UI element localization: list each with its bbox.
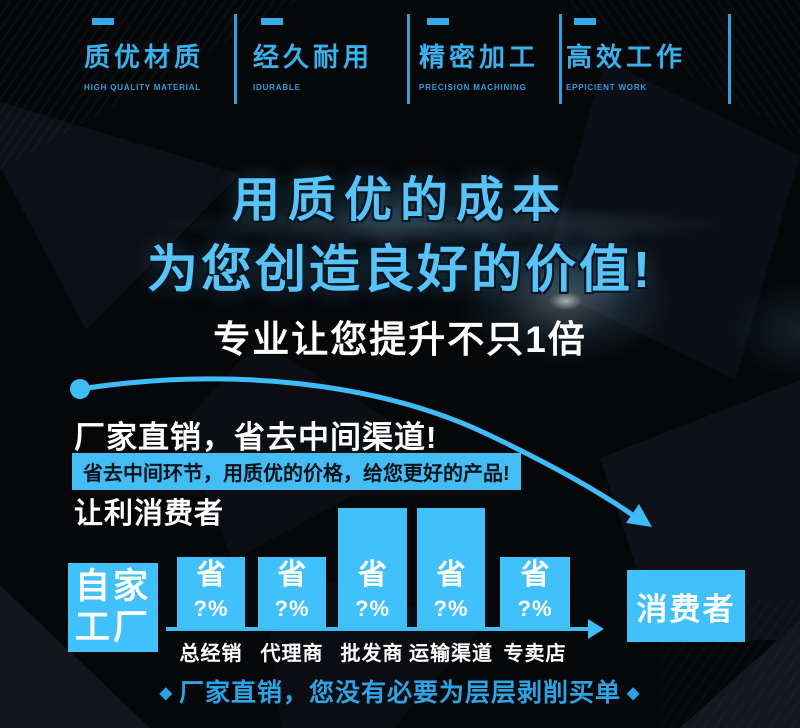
badge-title: 精密加工: [419, 42, 540, 72]
dash-icon: [92, 18, 114, 25]
factory-label-line2: 工厂: [74, 607, 151, 647]
diamond-icon: ◆: [627, 685, 641, 702]
dash-icon: [427, 18, 449, 25]
badge-subtitle: IDURABLE: [253, 83, 301, 92]
savings-bar: 省 ?%: [177, 557, 245, 628]
diamond-icon: ◆: [159, 685, 173, 702]
dash-icon: [574, 18, 596, 25]
savings-bar: 省 ?%: [258, 557, 326, 628]
feature-badge-durable: 经久耐用 IDURABLE: [253, 18, 373, 92]
bar-label: 批发商: [340, 643, 404, 665]
consumer-box: 消费者: [627, 570, 745, 642]
save-percent: ?%: [433, 596, 469, 621]
save-percent: ?%: [193, 596, 229, 621]
save-percent: ?%: [274, 596, 310, 621]
save-char: 省: [196, 559, 226, 591]
badge-title: 高效工作: [566, 42, 687, 72]
save-char: 省: [277, 559, 307, 591]
savings-bar: 省 ?%: [338, 508, 407, 628]
hero-title-line1: 用质优的成本: [231, 174, 568, 227]
factory-box: 自家 工厂: [68, 563, 158, 652]
feature-badge-precision: 精密加工 PRECISION MACHINING: [419, 18, 539, 92]
hero-subtitle: 专业让您提升不只1倍: [213, 319, 587, 360]
save-char: 省: [357, 559, 387, 591]
arrowhead-icon: [626, 504, 652, 527]
badge-subtitle: EPPICIENT WORK: [566, 83, 647, 92]
badge-divider: [728, 14, 731, 104]
promo-heading: 厂家直销，省去中间渠道!: [74, 420, 438, 455]
feature-badge-quality: 质优材质 HIGH QUALITY MATERIAL: [84, 18, 204, 92]
savings-bar: 省 ?%: [500, 557, 570, 628]
save-char: 省: [436, 559, 466, 591]
badge-divider: [407, 14, 410, 104]
badge-subtitle: PRECISION MACHINING: [419, 83, 527, 92]
save-percent: ?%: [355, 596, 390, 621]
badge-divider: [559, 14, 562, 104]
curve-start-dot: [70, 379, 90, 399]
bar-label: 专卖店: [503, 643, 567, 665]
save-percent: ?%: [517, 596, 553, 621]
bottom-tagline: ◆ 厂家直销，您没有必要为层层剥削买单 ◆: [0, 673, 800, 709]
factory-label-line1: 自家: [74, 567, 151, 607]
flow-baseline: [166, 627, 590, 631]
badge-divider: [234, 14, 237, 104]
badge-subtitle: HIGH QUALITY MATERIAL: [84, 83, 201, 92]
badge-title: 质优材质: [84, 42, 205, 72]
dash-icon: [261, 18, 283, 25]
hero-title-line2: 为您创造良好的价值!: [147, 241, 653, 298]
promo-highlight-bar: 省去中间环节，用质优的价格，给您更好的产品!: [72, 453, 521, 490]
promo-benefit: 让利消费者: [74, 498, 225, 530]
badge-title: 经久耐用: [253, 42, 374, 72]
feature-badge-efficient: 高效工作 EPPICIENT WORK: [566, 18, 686, 92]
bar-label: 代理商: [260, 643, 324, 665]
arrow-right-icon: [588, 619, 604, 639]
savings-bar: 省 ?%: [417, 508, 485, 628]
bar-label: 总经销: [179, 643, 243, 665]
bar-label: 运输渠道: [409, 643, 493, 665]
tagline-text: 厂家直销，您没有必要为层层剥削买单: [178, 679, 621, 707]
save-char: 省: [520, 559, 550, 591]
